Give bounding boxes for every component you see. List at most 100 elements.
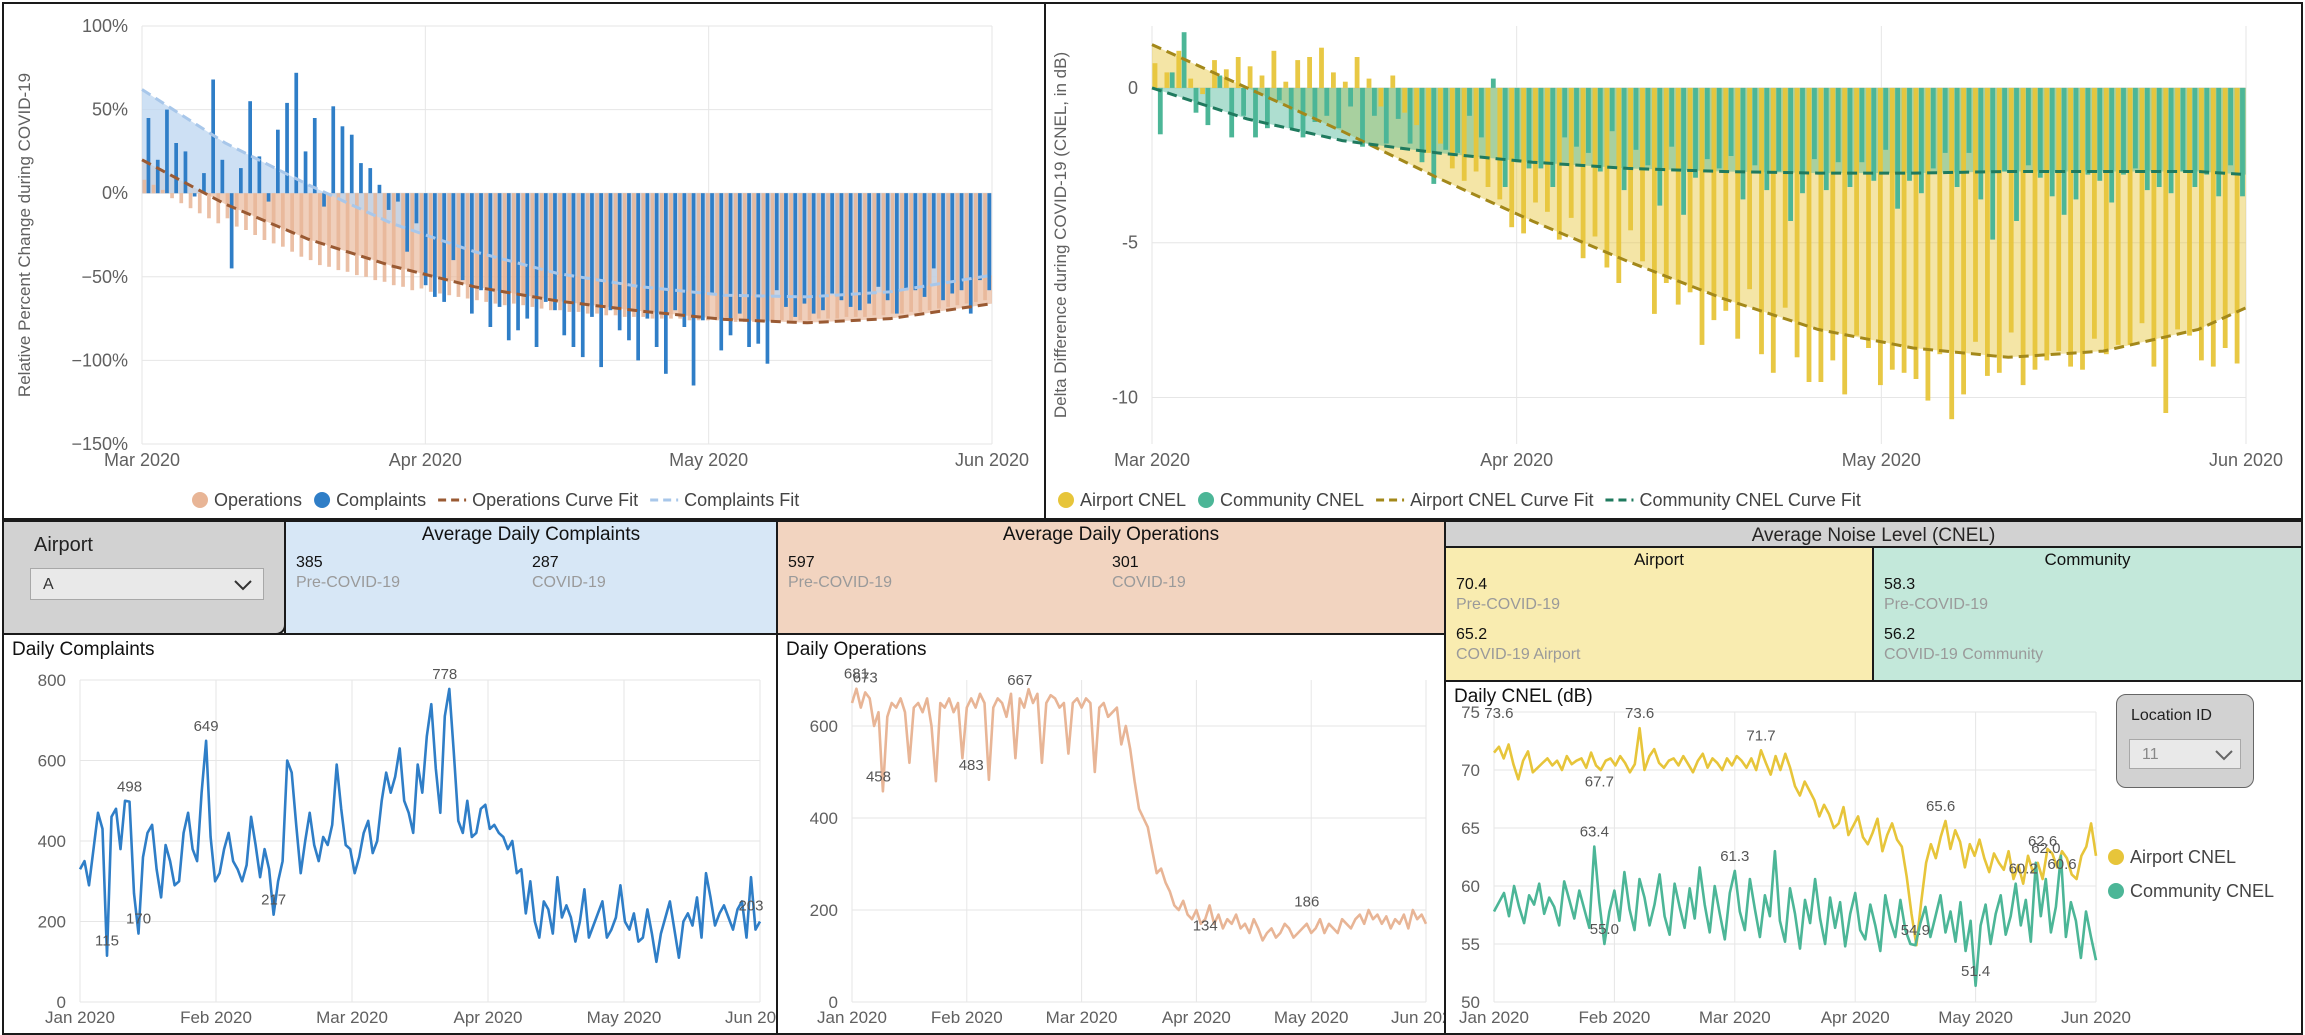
data-label: 55.0 <box>1590 921 1619 938</box>
x-tick-label: Mar 2020 <box>104 450 180 470</box>
community-cnel-bar <box>2168 87 2174 194</box>
daily-operations-chart: 0 200 400 600 Jan 2020 Feb 2020 Mar 2020 Apr 20… <box>810 666 1461 1027</box>
data-label: 115 <box>95 933 119 950</box>
legend-label: Community CNEL <box>2130 881 2274 901</box>
percent-change-panel: 100% 50% 0% −50% −100% −150% Mar 2020 Apr 2020 M… <box>2 2 1046 520</box>
community-covid-label: COVID-19 Community <box>1884 646 2044 663</box>
community-cnel-bar <box>1205 87 1211 126</box>
avg-complaints-title: Average Daily Complaints <box>421 524 641 545</box>
community-cnel-bar <box>1835 87 1841 163</box>
x-tick-label: Feb 2020 <box>931 1008 1003 1027</box>
operations-bar <box>539 193 544 309</box>
operations-bar <box>327 193 331 267</box>
airport-cnel-bar <box>2222 87 2228 349</box>
operations-covid-value: 301 <box>1112 554 1139 571</box>
x-tick-label: Jun 2020 <box>1391 1008 1461 1027</box>
complaints-bar <box>470 193 474 314</box>
x-tick-label: Feb 2020 <box>1578 1008 1650 1027</box>
y-tick-label: 400 <box>38 832 66 851</box>
community-cnel-bar <box>1764 87 1770 191</box>
complaints-bar <box>719 193 724 351</box>
y-tick-label: -5 <box>1122 233 1138 253</box>
community-cnel-bar <box>1633 87 1639 150</box>
operations-bar <box>493 193 498 304</box>
community-pre-value: 58.3 <box>1884 576 1916 593</box>
operations-bar <box>530 193 535 307</box>
complaints-bar <box>497 193 502 307</box>
complaints-bar <box>562 193 567 336</box>
community-cnel-bar <box>2180 87 2186 172</box>
complaints-bar <box>405 193 409 252</box>
operations-bar <box>807 193 812 321</box>
community-cnel-bar <box>2073 87 2079 200</box>
operations-bar <box>706 193 710 321</box>
airport-dropdown[interactable]: A <box>30 568 264 600</box>
complaints-bar <box>580 193 585 358</box>
community-cnel-bar <box>1942 87 1948 153</box>
complaints-bar <box>839 193 844 301</box>
legend-label: Complaints <box>336 490 426 510</box>
community-cnel-bar <box>1895 87 1900 209</box>
community-cnel-bar <box>1871 87 1877 181</box>
complaints-bar <box>747 193 751 347</box>
community-cnel-bar <box>1657 87 1663 206</box>
community-cnel-bar <box>1716 87 1722 169</box>
complaints-bar <box>479 193 483 291</box>
airport-cnel-bar <box>1461 87 1467 181</box>
airport-cnel-bar <box>1996 87 2002 373</box>
operations-bar <box>696 193 701 321</box>
operations-bar <box>364 193 368 277</box>
community-cnel-bar <box>2037 87 2043 178</box>
airport-cnel-bar <box>1878 87 1883 386</box>
y-tick-label: 0 <box>829 993 838 1012</box>
complaints-bar <box>830 193 834 294</box>
community-cnel-bar <box>1728 87 1734 156</box>
airport-cnel-bar <box>1663 87 1669 284</box>
operations-bar <box>780 193 784 321</box>
complaints-bar <box>654 193 659 347</box>
airport-cnel-bar <box>2234 87 2240 364</box>
data-label: 73.6 <box>1484 705 1513 722</box>
complaints-bar <box>876 193 881 287</box>
airport-covid-value: 65.2 <box>1456 626 1488 643</box>
community-cnel-bar <box>2204 87 2210 175</box>
complaints-bar <box>858 193 862 311</box>
complaints-bar <box>904 193 908 291</box>
airport-cnel-bar <box>2044 87 2050 361</box>
community-cnel-bar <box>1883 87 1889 150</box>
operations-bar <box>438 193 442 294</box>
community-cnel-bar <box>1502 87 1508 187</box>
community-cnel-bar <box>1930 87 1936 169</box>
complaints-bar <box>784 193 788 307</box>
operations-covid-label: COVID-19 <box>1112 574 1186 591</box>
complaints-bar <box>294 72 299 194</box>
x-tick-label: Mar 2020 <box>1699 1008 1771 1027</box>
location-dropdown[interactable]: 11 <box>2129 739 2241 769</box>
operations-pre-label: Pre-COVID-19 <box>788 574 893 591</box>
airport-cnel-bar <box>1973 87 1978 342</box>
complaints-bar <box>793 193 798 317</box>
complaints-bar <box>664 193 668 374</box>
airport-cnel-bar <box>2127 87 2133 345</box>
operations-bar <box>549 193 553 311</box>
curve-fill-area <box>1152 87 2246 175</box>
x-tick-label: Jun 2020 <box>2061 1008 2131 1027</box>
operations-bar <box>687 193 692 321</box>
airport-cnel-bar <box>1271 50 1277 88</box>
operations-bar <box>484 193 488 302</box>
complaints-bar <box>248 101 252 194</box>
operations-bar <box>770 193 775 322</box>
complaints-bar <box>728 193 733 336</box>
operations-bar <box>271 193 276 244</box>
airport-pre-label: Pre-COVID-19 <box>1456 596 1561 613</box>
community-cnel-bar <box>1597 87 1603 172</box>
community-cnel-bar <box>1479 87 1484 138</box>
community-noise-card: Community 58.3 Pre-COVID-19 56.2 COVID-1… <box>1872 546 2303 682</box>
complaints-bar <box>590 193 594 317</box>
airport-cnel-bar <box>1711 87 1717 321</box>
operations-bar <box>345 193 350 272</box>
airport-cnel-line <box>1493 726 2098 947</box>
complaints-bar <box>285 102 289 194</box>
operations-bar <box>622 193 627 317</box>
legend-label: Community CNEL Curve Fit <box>1639 490 1860 510</box>
